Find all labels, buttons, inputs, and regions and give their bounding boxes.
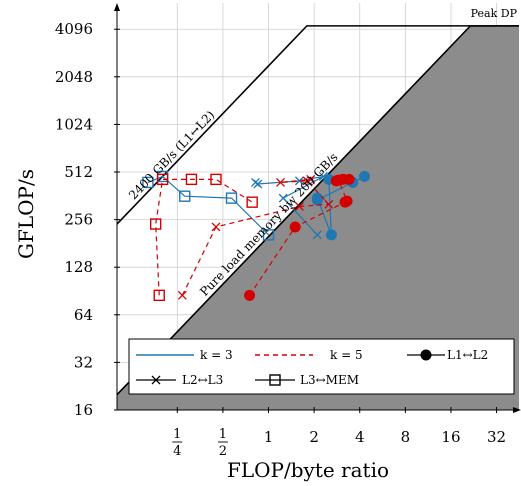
legend-marker (420, 349, 432, 361)
data-point (294, 202, 304, 211)
x-tick-label: 1 (264, 428, 274, 446)
cross-stroke (294, 202, 304, 211)
x-tick-label: 2 (309, 428, 319, 446)
y-tick-label: 512 (64, 163, 93, 181)
y-tick-label: 64 (74, 306, 93, 324)
data-point (294, 176, 304, 186)
data-point (185, 173, 198, 186)
l1-l2-bandwidth-label: 2400 GB/s (L1↔L2) (126, 108, 217, 202)
legend: k = 3 k = 5 L1↔L2 L2↔L3 L3↔MEM (128, 338, 515, 395)
x-axis-arrow (513, 407, 521, 413)
data-point (250, 177, 260, 187)
cross-stroke (324, 199, 334, 209)
legend-label: k = 5 (330, 348, 363, 362)
series-layer (142, 170, 370, 302)
y-tick-label: 16 (74, 401, 93, 419)
y-tick-label: 4096 (55, 20, 93, 38)
legend-marker (269, 374, 281, 386)
data-point (325, 229, 337, 241)
y-tick-label: 256 (64, 211, 93, 229)
x-tick-label: 8 (401, 428, 411, 446)
series-line (249, 178, 350, 296)
data-point (318, 171, 328, 181)
series-line (147, 175, 269, 236)
x-axis-label: FLOP/byte ratio (227, 458, 389, 482)
x-ticks: 1 4 1 2 1 2 4 8 16 32 (172, 407, 506, 459)
data-point (177, 290, 187, 300)
cross-stroke (151, 375, 161, 385)
peak-roof-line (117, 25, 519, 225)
axes (114, 3, 521, 413)
data-point (276, 177, 285, 187)
data-point (142, 176, 154, 189)
data-point (324, 199, 334, 209)
compute-roof (117, 25, 519, 225)
y-ticks: 16 32 64 128 256 512 1024 2048 4096 (55, 20, 120, 419)
y-tick-label: 1024 (55, 115, 93, 133)
data-point (149, 218, 162, 230)
legend-marker (151, 375, 161, 385)
data-point (289, 221, 301, 233)
peak-dp-label: Peak DP (471, 7, 518, 20)
y-axis-arrow (114, 3, 120, 11)
cross-stroke (211, 222, 221, 232)
data-point (358, 170, 370, 182)
legend-label: L3↔MEM (300, 373, 359, 387)
data-point (330, 175, 342, 187)
data-point (278, 193, 288, 203)
data-point (311, 194, 323, 206)
memory-roof-fill (117, 25, 519, 410)
legend-label: k = 3 (200, 348, 233, 362)
data-point (246, 196, 258, 208)
data-point (341, 195, 353, 207)
series-line (155, 178, 253, 296)
cross-stroke (250, 177, 260, 187)
data-point (153, 289, 165, 302)
legend-box (128, 338, 515, 395)
y-tick-label: 32 (74, 353, 93, 371)
x-tick-label-numerator: 1 (173, 427, 181, 442)
y-tick-label: 128 (64, 258, 93, 276)
cross-stroke (306, 174, 316, 184)
x-tick-label-denominator: 2 (219, 444, 227, 459)
legend-label: L2↔L3 (182, 373, 223, 387)
cross-stroke (278, 193, 288, 203)
y-tick-label: 2048 (55, 68, 93, 86)
data-point (262, 229, 275, 241)
data-point (156, 173, 169, 186)
cross-stroke (294, 176, 304, 186)
cross-stroke (312, 230, 322, 240)
data-point (312, 230, 322, 240)
data-point (211, 222, 221, 232)
legend-label: L1↔L2 (447, 348, 488, 362)
x-tick-label: 16 (441, 428, 460, 446)
cross-stroke (177, 290, 187, 300)
data-point (179, 190, 191, 202)
x-tick-label: 32 (487, 428, 506, 446)
series-k3 (142, 170, 370, 241)
data-point (244, 289, 256, 301)
x-tick-label: 4 (355, 428, 365, 446)
data-point (210, 173, 222, 186)
series-k5 (149, 173, 355, 302)
y-axis-label: GFLOP/s (14, 169, 38, 259)
data-point (306, 174, 316, 184)
data-point (225, 192, 238, 204)
cross-stroke (276, 177, 285, 187)
x-tick-label-denominator: 4 (173, 444, 181, 459)
x-tick-label-numerator: 1 (219, 427, 227, 442)
cross-stroke (318, 171, 328, 181)
